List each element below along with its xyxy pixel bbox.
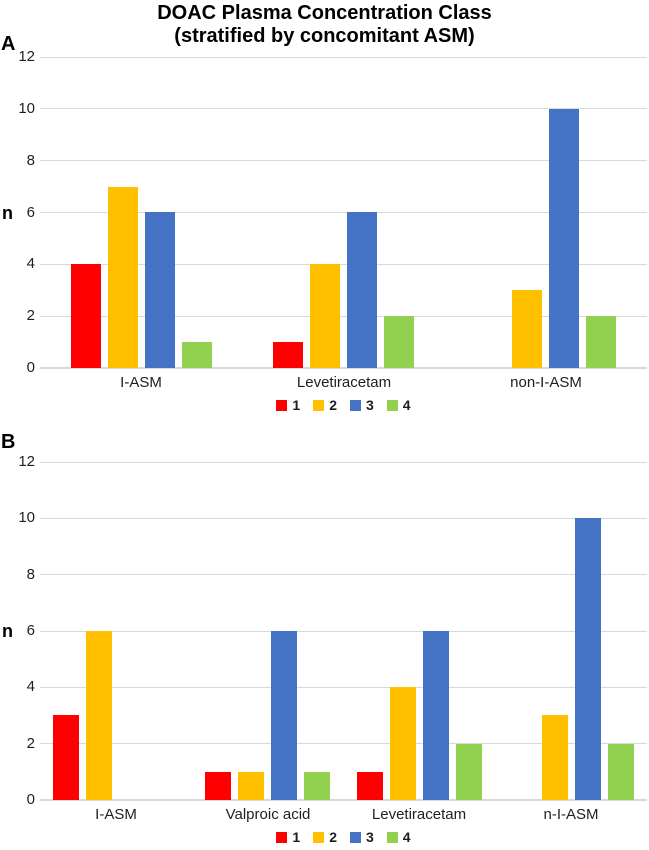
legend-swatch: [276, 831, 288, 843]
legend-swatch: [276, 399, 288, 411]
legend-item: 1: [276, 830, 300, 844]
legend-label: 1: [292, 397, 301, 413]
y-tick-label: 2: [26, 307, 35, 324]
bar-class1-valproic-acid: [205, 772, 231, 800]
bar-class4-levetiracetam: [456, 744, 482, 800]
legend-swatch: [313, 831, 325, 843]
bar-class1-i-asm: [71, 264, 101, 368]
bar-class1-levetiracetam: [273, 342, 303, 368]
legend: 1 2 3 4: [40, 830, 647, 844]
gridline: [40, 687, 647, 688]
bar-class2-levetiracetam: [390, 687, 416, 800]
bar-class2-n-i-asm: [542, 715, 568, 800]
category-label: non-I-ASM: [510, 374, 582, 391]
category-label: Valproic acid: [225, 806, 311, 823]
legend: 1 2 3 4: [40, 398, 647, 412]
y-tick-label: 4: [26, 678, 35, 695]
gridline: [40, 160, 647, 161]
gridline: [40, 574, 647, 575]
legend-label: 4: [402, 397, 411, 413]
category-label: I-ASM: [95, 806, 137, 823]
y-tick-label: 10: [18, 509, 35, 526]
bar-class2-i-asm: [86, 631, 112, 800]
legend-swatch: [313, 399, 325, 411]
legend-item: 3: [350, 830, 374, 844]
legend-item: 2: [313, 398, 337, 412]
gridline: [40, 264, 647, 265]
y-tick-label: 10: [18, 100, 35, 117]
y-tick-label: 4: [26, 255, 35, 272]
legend-item: 1: [276, 398, 300, 412]
bar-class3-non-i-asm: [549, 109, 579, 368]
legend-label: 1: [292, 829, 301, 845]
gridline: [40, 462, 647, 463]
legend-item: 2: [313, 830, 337, 844]
legend-item: 4: [386, 397, 411, 413]
category-label: I-ASM: [120, 374, 162, 391]
y-axis-title: n: [2, 621, 13, 641]
y-tick-label: 8: [26, 152, 35, 169]
bar-class4-n-i-asm: [608, 744, 634, 800]
y-tick-label: 2: [26, 735, 35, 752]
y-tick-label: 0: [26, 791, 35, 808]
gridline: [40, 316, 647, 317]
legend-label: 2: [329, 397, 337, 413]
legend-label: 2: [329, 829, 337, 845]
legend-swatch: [350, 399, 361, 411]
legend-swatch: [386, 831, 398, 843]
legend-label: 4: [402, 829, 411, 845]
gridline: [40, 743, 647, 744]
bar-class3-n-i-asm: [575, 518, 601, 800]
legend-label: 3: [366, 829, 374, 845]
bar-class3-levetiracetam: [423, 631, 449, 800]
bar-class2-i-asm: [108, 187, 138, 368]
bar-class4-non-i-asm: [586, 316, 616, 368]
gridline: [40, 108, 647, 109]
bar-class1-levetiracetam: [357, 772, 383, 800]
bar-class3-valproic-acid: [271, 631, 297, 800]
bar-class4-levetiracetam: [384, 316, 414, 368]
panel-label-b: B: [1, 431, 16, 453]
y-tick-label: 8: [26, 566, 35, 583]
bar-class4-valproic-acid: [304, 772, 330, 800]
bar-class2-non-i-asm: [512, 290, 542, 368]
bar-class2-levetiracetam: [310, 264, 340, 368]
panel-label-a: A: [1, 33, 16, 55]
bar-class4-i-asm: [182, 342, 212, 368]
gridline: [40, 212, 647, 213]
category-label: Levetiracetam: [296, 374, 392, 391]
bar-class3-levetiracetam: [347, 212, 377, 368]
figure-title-line2: (stratified by concomitant ASM): [174, 25, 475, 47]
bar-class2-valproic-acid: [238, 772, 264, 800]
y-tick-label: 6: [26, 204, 35, 221]
gridline: [40, 518, 647, 519]
gridline: [40, 57, 647, 58]
bar-class1-i-asm: [53, 715, 79, 800]
gridline: [40, 631, 647, 632]
x-axis-line: [40, 799, 647, 801]
legend-item: 4: [386, 829, 411, 845]
category-label: Levetiracetam: [371, 806, 467, 823]
x-axis-line: [40, 367, 647, 369]
y-tick-label: 12: [18, 48, 35, 65]
y-tick-label: 12: [18, 453, 35, 470]
legend-item: 3: [350, 398, 374, 412]
y-tick-label: 0: [26, 359, 35, 376]
figure-title-line1: DOAC Plasma Concentration Class: [157, 2, 492, 24]
category-label: n-I-ASM: [543, 806, 599, 823]
y-axis-title: n: [2, 203, 13, 223]
y-tick-label: 6: [26, 622, 35, 639]
legend-swatch: [350, 831, 361, 843]
legend-swatch: [386, 399, 398, 411]
bar-class3-i-asm: [145, 212, 175, 368]
legend-label: 3: [366, 397, 374, 413]
figure-title: DOAC Plasma Concentration Class (stratif…: [0, 2, 649, 48]
